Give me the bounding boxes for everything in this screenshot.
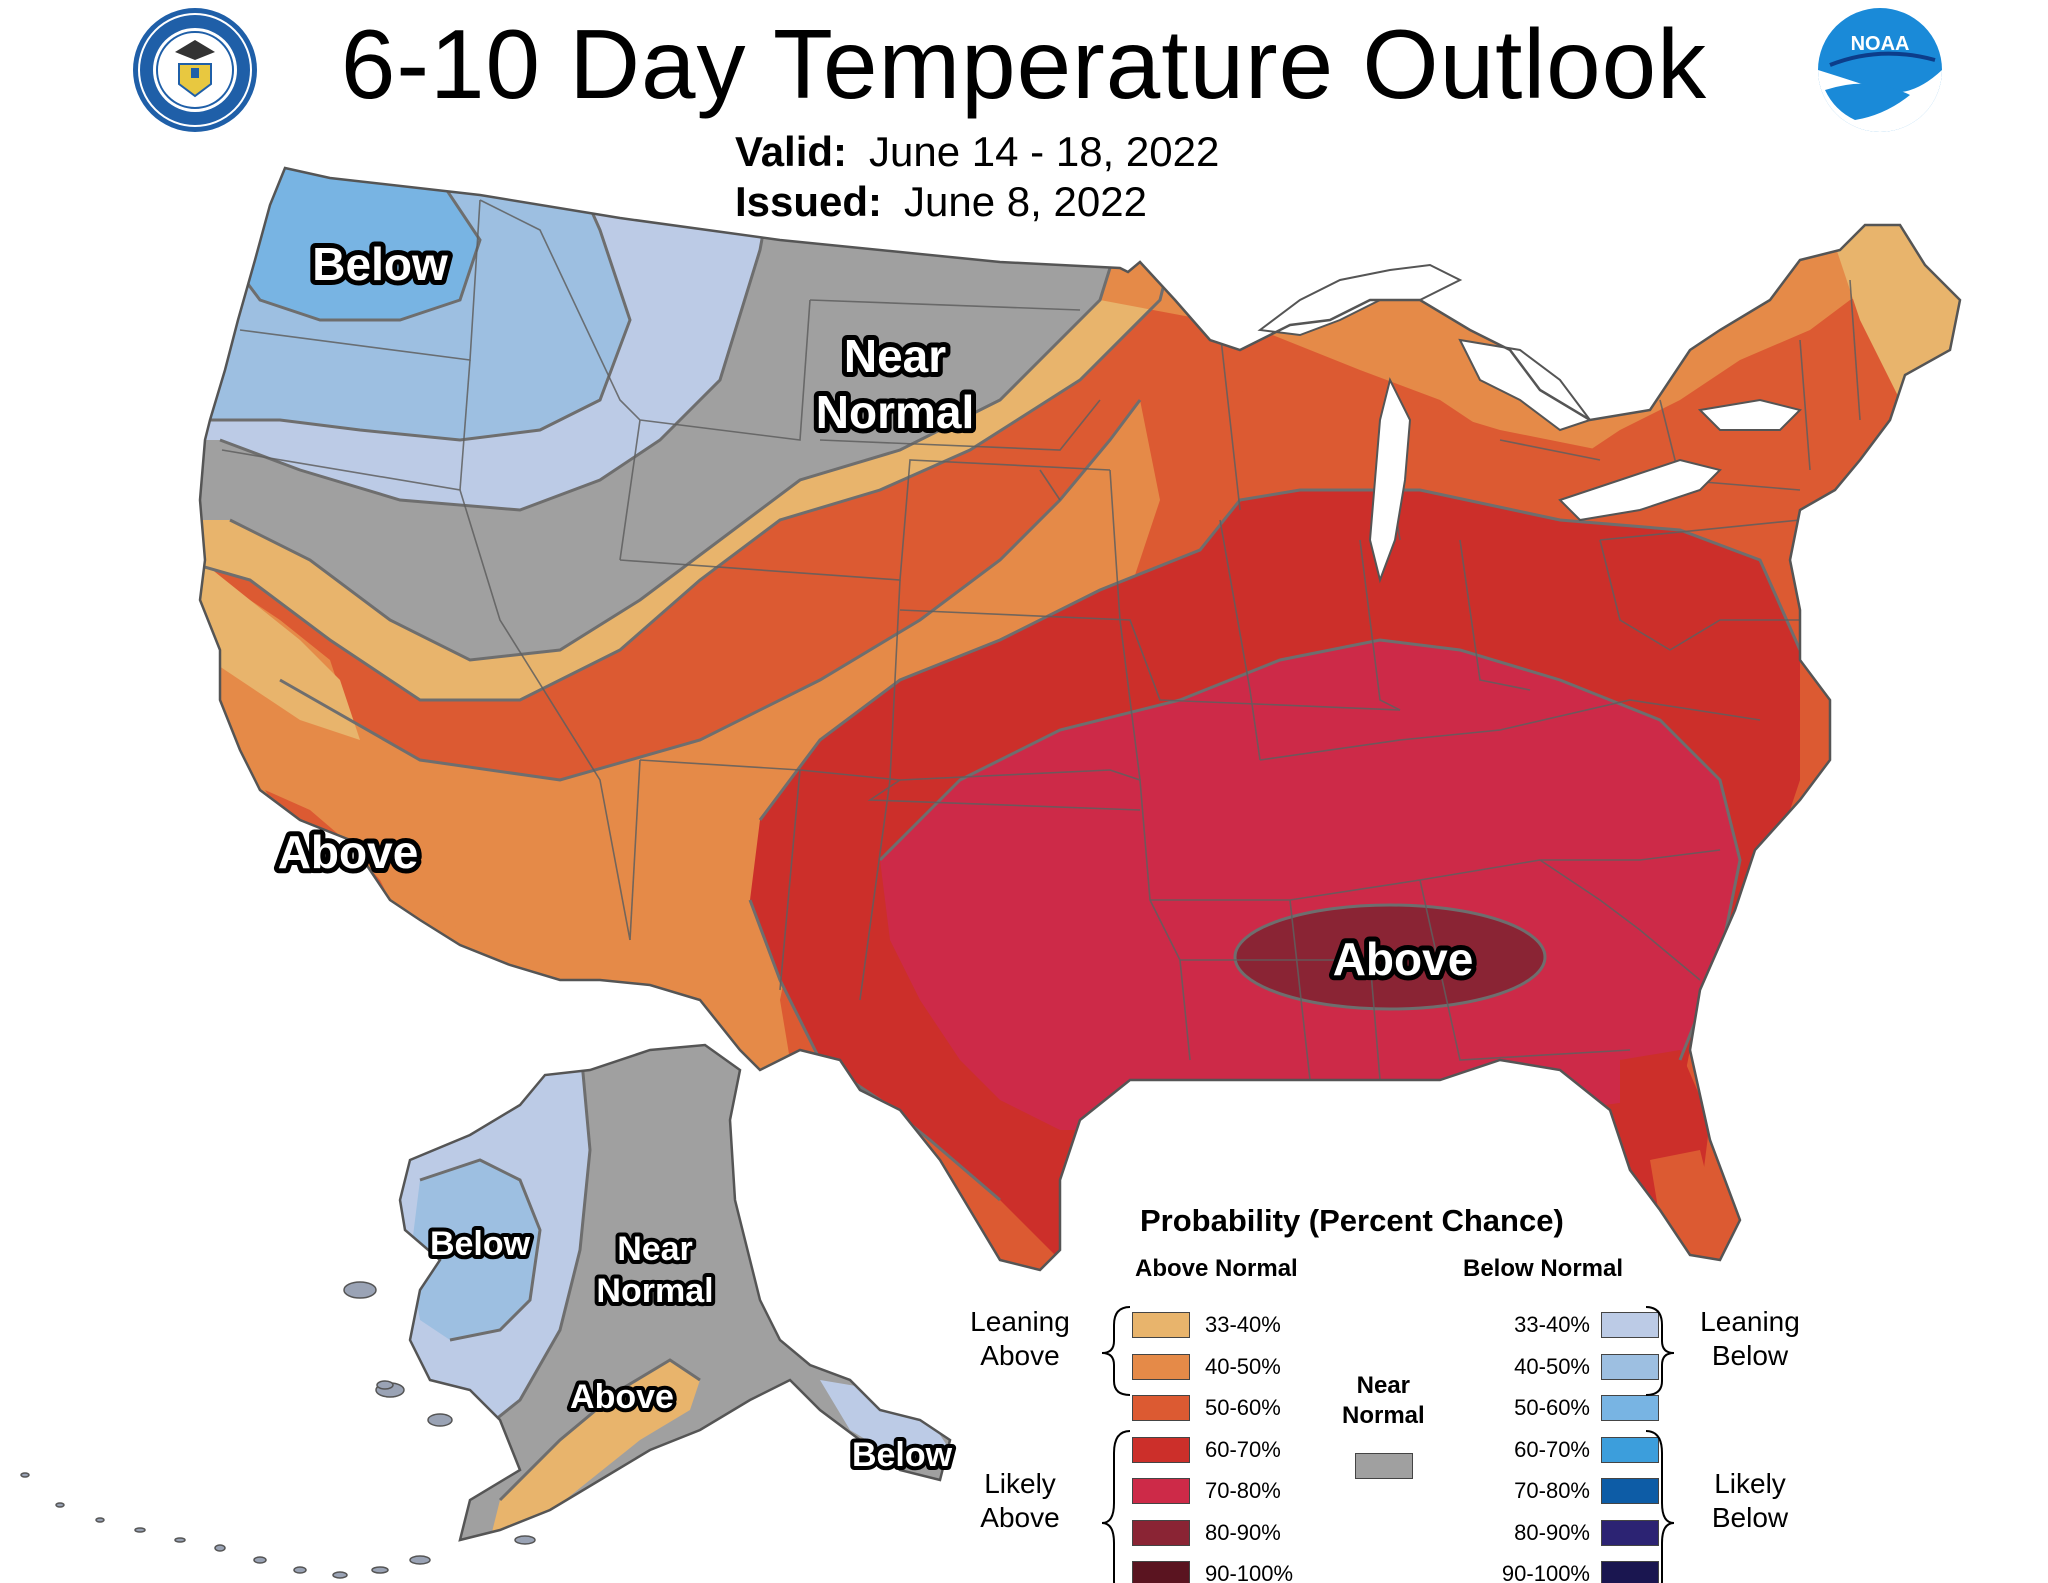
below-range-label-3: 60-70% [1514,1436,1590,1462]
above-swatch-1 [1132,1353,1190,1380]
alaska-outline [398,1043,952,1542]
below-braces [1645,1306,1675,1583]
leaning-above-line1: Leaning [970,1306,1070,1337]
above-range-label-2: 50-60% [1205,1395,1281,1420]
doc-seal-icon [133,8,257,132]
below-swatch-3 [1601,1436,1659,1463]
se-above-label: Above [1333,933,1474,985]
page-title: 6-10 Day Temperature Outlook [340,9,1708,119]
legend-title: Probability (Percent Chance) [1140,1203,1564,1238]
likely-above-line2: Above [980,1502,1060,1533]
near-normal-line2: Normal [1342,1402,1425,1429]
near-normal-legend-label: Near Normal [1342,1371,1425,1431]
above-swatch-2 [1132,1395,1190,1421]
near-normal-swatch [1355,1453,1413,1479]
svg-text:NOAA: NOAA [1851,33,1910,55]
leaning-above-line2: Above [980,1340,1060,1371]
above-range-label-6: 90-100% [1205,1561,1294,1583]
below-range-label-4: 70-80% [1514,1478,1590,1503]
valid-value: June 14 - 18, 2022 [869,128,1220,175]
region-labels: Below Near Normal Above Above Below Near… [273,233,1479,1478]
noaa-logo-icon: NOAA [1818,8,1942,132]
ak-above-label: Above [570,1378,674,1416]
above-range-label-5: 80-90% [1205,1519,1281,1545]
aleutian-islands [20,1281,536,1579]
near-normal-line1: Near [1356,1372,1411,1399]
above-range-label-3: 60-70% [1205,1436,1281,1462]
probability-legend: Probability (Percent Chance) Above Norma… [950,1195,1950,1583]
likely-below-line1: Likely [1714,1468,1786,1499]
issued-value: June 8, 2022 [904,178,1147,225]
below-swatch-4 [1601,1478,1659,1504]
below-swatch-1 [1601,1353,1659,1380]
likely-below-line2: Below [1711,1502,1789,1533]
below-normal-header: Below Normal [1463,1255,1624,1282]
above-range-label-1: 40-50% [1205,1353,1281,1379]
above-swatch-0 [1132,1312,1190,1338]
issued-label: Issued: [735,178,883,225]
likely-below-label: Likely Below [1680,1467,1820,1535]
great-lakes [1257,263,1802,584]
below-swatch-6 [1601,1561,1659,1583]
near-normal-label-line2: Normal [816,386,974,438]
above-swatch-3 [1132,1436,1190,1463]
below-range-label-2: 50-60% [1514,1395,1590,1420]
ak-below-label: Below [430,1225,531,1263]
ak-se-below-label: Below [852,1436,953,1474]
leaning-below-line1: Leaning [1700,1306,1800,1337]
leaning-below-label: Leaning Below [1680,1305,1820,1373]
leaning-below-line2: Below [1711,1340,1789,1371]
above-swatch-6 [1132,1561,1190,1583]
valid-label: Valid: [735,128,848,175]
below-range-label-1: 40-50% [1514,1353,1590,1379]
below-swatch-2 [1601,1395,1659,1421]
ak-near-label-line2: Normal [596,1272,713,1310]
ak-near-label-line1: Near [617,1230,693,1268]
leaning-above-label: Leaning Above [955,1305,1085,1373]
above-range-label-4: 70-80% [1205,1478,1281,1503]
near-normal-label-line1: Near [844,330,946,382]
below-range-label-0: 33-40% [1514,1312,1590,1337]
above-braces [1101,1306,1131,1583]
conus-outline [198,166,1962,1272]
above-normal-header: Above Normal [1135,1255,1298,1282]
nw-below-label: Below [312,238,448,290]
below-range-label-5: 80-90% [1514,1519,1590,1545]
below-swatch-5 [1601,1519,1659,1546]
ca-above-label: Above [278,826,419,878]
valid-line: Valid: June 14 - 18, 2022 [735,128,1219,176]
issued-line: Issued: June 8, 2022 [735,178,1147,226]
below-range-label-6: 90-100% [1501,1561,1590,1583]
likely-above-line1: Likely [984,1468,1056,1499]
above-range-label-0: 33-40% [1205,1312,1281,1337]
above-swatch-4 [1132,1478,1190,1504]
likely-above-label: Likely Above [955,1467,1085,1535]
below-swatch-0 [1601,1312,1659,1338]
above-swatch-5 [1132,1519,1190,1546]
